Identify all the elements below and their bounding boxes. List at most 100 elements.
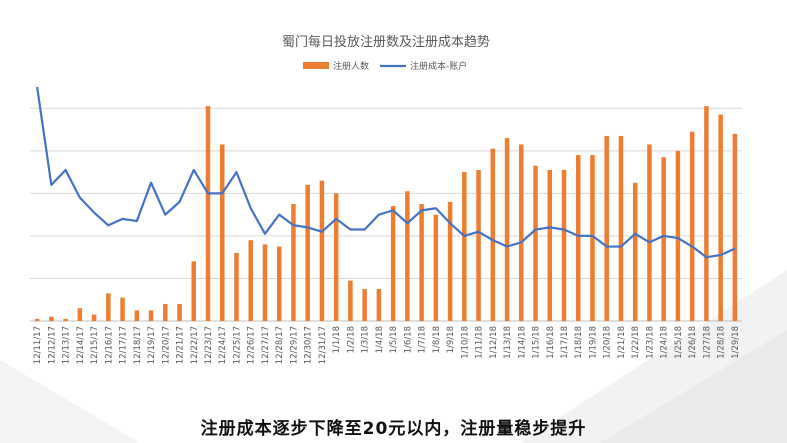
chart-title: 蜀门每日投放注册数及注册成本趋势 (282, 34, 490, 50)
bar (718, 114, 723, 322)
x-tick-label: 12/26/17 (247, 326, 257, 364)
bar (561, 169, 567, 321)
bar (376, 289, 382, 321)
bar (675, 150, 681, 321)
x-tick-label: 1/20/18 (603, 326, 613, 359)
x-tick-label: 1/16/18 (546, 326, 556, 359)
bar (319, 180, 325, 321)
bar (148, 310, 154, 321)
bar (106, 293, 111, 321)
bar (248, 240, 253, 321)
bar (632, 182, 638, 321)
legend-swatch-bar (303, 62, 329, 69)
x-tick-label: 1/8/18 (432, 326, 442, 353)
bar (433, 214, 439, 321)
x-tick-label: 12/16/17 (104, 326, 114, 364)
chart-legend: 注册人数 注册成本-账户 (303, 60, 467, 72)
x-tick-label: 12/31/17 (318, 326, 328, 364)
bar (348, 280, 353, 321)
bar (661, 157, 666, 321)
x-tick-label: 12/29/17 (289, 326, 299, 364)
x-tick-label: 1/26/18 (688, 326, 698, 359)
x-tick-label: 1/18/18 (574, 326, 584, 359)
caption-text: 注册成本逐步下降至20元以内，注册量稳步提升 (200, 419, 587, 439)
x-tick-label: 1/27/18 (702, 326, 712, 359)
bar (390, 206, 396, 321)
bar (219, 144, 225, 321)
bar (77, 308, 83, 321)
bar (291, 204, 296, 321)
x-tick-label: 12/17/17 (119, 326, 129, 364)
x-tick-label: 1/12/18 (489, 326, 499, 359)
series-line (36, 86, 736, 259)
x-tick-label: 1/22/18 (631, 326, 641, 359)
bar (333, 193, 339, 321)
bar (134, 310, 140, 321)
legend-label-bar: 注册人数 (333, 60, 369, 72)
x-tick-label: 12/19/17 (147, 326, 157, 364)
bar (177, 303, 182, 321)
bar (120, 297, 125, 321)
x-tick-label: 12/13/17 (62, 326, 72, 364)
bar (447, 201, 453, 321)
x-tick-label: 1/15/18 (532, 326, 542, 359)
bar (618, 135, 624, 321)
x-tick-label: 1/25/18 (674, 326, 684, 359)
bar (305, 184, 310, 321)
x-tick-label: 1/7/18 (418, 326, 428, 353)
x-tick-label: 12/20/17 (161, 326, 171, 364)
x-tick-label: 1/5/18 (389, 326, 399, 353)
bar (405, 191, 410, 321)
x-tick-label: 1/3/18 (361, 326, 371, 353)
bar (590, 155, 595, 321)
x-tick-label: 1/13/18 (503, 326, 513, 359)
bar (547, 169, 553, 321)
x-tick-label: 1/21/18 (617, 326, 627, 359)
bar (575, 155, 581, 321)
x-tick-label: 12/15/17 (90, 326, 100, 364)
bar (476, 169, 481, 321)
x-tick-label: 1/23/18 (645, 326, 655, 359)
line-series (36, 86, 736, 259)
x-tick-label: 12/23/17 (204, 326, 214, 364)
combo-chart: 蜀门每日投放注册数及注册成本趋势 注册人数 注册成本-账户 12/11/17 12… (30, 34, 742, 364)
x-tick-label: 12/18/17 (133, 326, 143, 364)
x-tick-label: 12/25/17 (232, 326, 242, 364)
x-tick-label: 1/6/18 (403, 326, 413, 353)
legend-label-line: 注册成本-账户 (410, 60, 467, 72)
bar (490, 148, 496, 321)
bar (191, 261, 197, 321)
x-tick-label: 12/24/17 (218, 326, 228, 364)
bar (49, 316, 54, 321)
x-tick-label: 12/14/17 (76, 326, 86, 364)
bar (34, 318, 40, 321)
x-axis-ticks: 12/11/17 12/12/17 12/13/17 12/14/17 12/15/17… (33, 326, 741, 364)
x-tick-label: 1/2/18 (346, 326, 356, 353)
x-tick-label: 1/11/18 (475, 326, 485, 359)
bar (163, 303, 168, 321)
bar (262, 244, 268, 321)
bar (362, 289, 367, 321)
x-tick-label: 1/10/18 (460, 326, 470, 359)
bar (504, 138, 510, 321)
bar (519, 144, 524, 321)
x-tick-label: 12/11/17 (33, 326, 43, 364)
x-tick-label: 12/22/17 (190, 326, 200, 364)
bar (704, 106, 709, 322)
bar (533, 165, 538, 321)
bar (419, 204, 424, 321)
x-tick-label: 1/9/18 (446, 326, 456, 353)
bar (732, 133, 738, 321)
x-tick-label: 1/4/18 (375, 326, 385, 353)
bar (647, 144, 652, 321)
x-tick-label: 12/27/17 (261, 326, 271, 364)
x-tick-label: 1/14/18 (517, 326, 527, 359)
gridlines (30, 107, 742, 322)
x-tick-label: 1/1/18 (332, 326, 342, 353)
bar (91, 314, 97, 321)
x-tick-label: 1/19/18 (588, 326, 598, 359)
bar (689, 131, 695, 321)
bar (604, 135, 609, 321)
x-tick-label: 1/28/18 (717, 326, 727, 359)
bar (63, 318, 68, 321)
